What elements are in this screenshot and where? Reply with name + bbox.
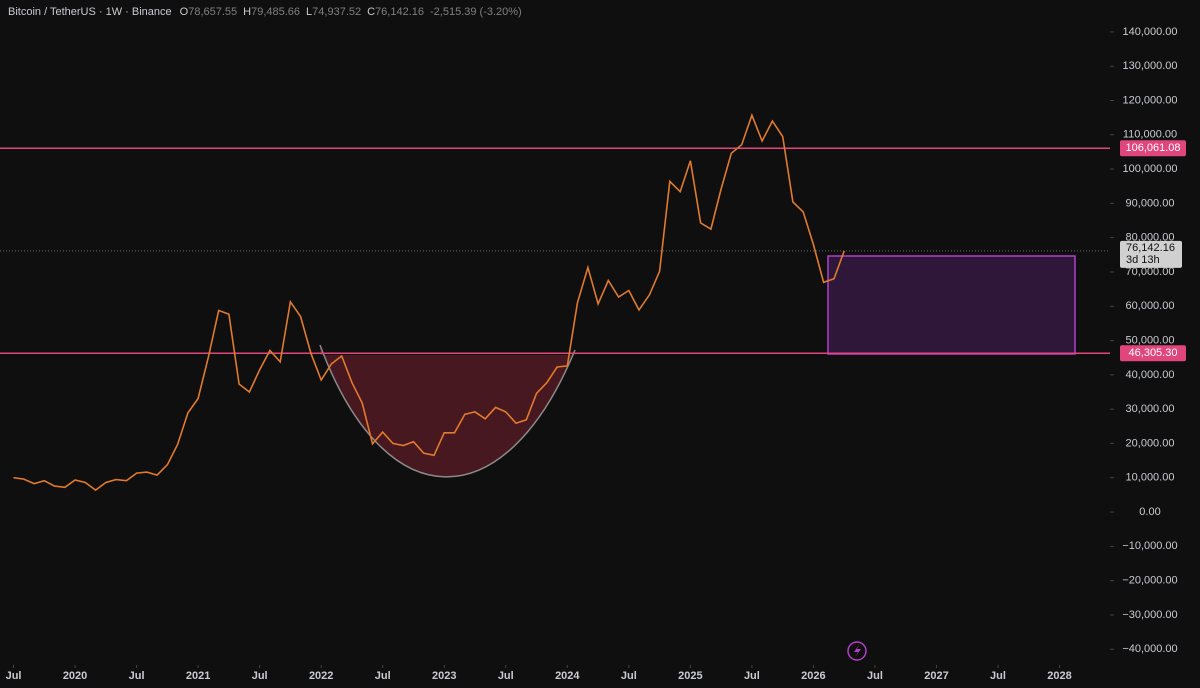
cup-fill [320, 345, 575, 477]
y-tick-label: −40,000.00 [1122, 643, 1177, 655]
ohlc-value: 76,142.16 [375, 6, 424, 18]
ohlc-value: 79,485.66 [251, 6, 300, 18]
alert-bolt [854, 645, 861, 657]
y-tick-label: 80,000.00 [1126, 232, 1175, 244]
ohlc-label: C [367, 6, 375, 18]
y-tick-label: 60,000.00 [1126, 300, 1175, 312]
target-box [827, 255, 1076, 355]
y-tick-label: 0.00 [1139, 506, 1160, 518]
symbol-title: Bitcoin / TetherUS · 1W · Binance [8, 6, 172, 18]
y-tick-label: 90,000.00 [1126, 197, 1175, 209]
countdown-label: 3d 13h [1126, 254, 1160, 266]
x-tick-label: Jul [129, 670, 145, 682]
y-tick-label: 50,000.00 [1126, 334, 1175, 346]
price-line [13, 112, 845, 492]
level-label: 46,305.30 [1129, 347, 1178, 359]
x-tick-label: 2027 [924, 670, 948, 682]
y-tick-label: 30,000.00 [1126, 403, 1175, 415]
level-tag [1120, 345, 1186, 362]
y-tick-label: −20,000.00 [1122, 575, 1177, 587]
y-tick-label: 110,000.00 [1123, 129, 1177, 141]
y-tick-label: 40,000.00 [1126, 369, 1175, 381]
x-tick-label: 2024 [555, 670, 580, 682]
y-tick-label: 140,000.00 [1122, 26, 1177, 38]
header: Bitcoin / TetherUS · 1W · Binance O 78,65… [8, 6, 522, 18]
x-tick-label: 2026 [801, 670, 825, 682]
y-tick-label: 70,000.00 [1126, 266, 1175, 278]
y-tick-label: −30,000.00 [1122, 609, 1177, 621]
y-tick-label: 130,000.00 [1122, 60, 1177, 72]
ohlc-label: H [243, 6, 251, 18]
y-tick-label: 120,000.00 [1122, 94, 1177, 106]
x-tick-label: 2022 [309, 670, 333, 682]
y-tick-label: −10,000.00 [1122, 540, 1177, 552]
x-tick-label: Jul [990, 670, 1006, 682]
x-tick-label: Jul [744, 670, 760, 682]
last-price-tag [1120, 240, 1182, 268]
level-tag [1120, 140, 1186, 157]
ohlc-label: O [180, 6, 189, 18]
ohlc-value: 78,657.55 [188, 6, 237, 18]
x-tick-label: Jul [6, 670, 22, 682]
x-tick-label: Jul [498, 670, 514, 682]
last-price-label: 76,142.16 [1126, 242, 1175, 254]
ohlc-label: L [306, 6, 312, 18]
x-tick-label: 2020 [63, 670, 87, 682]
y-tick-label: 20,000.00 [1126, 437, 1175, 449]
x-tick-label: 2021 [186, 670, 210, 682]
alert-icon[interactable] [847, 641, 867, 661]
x-tick-label: Jul [375, 670, 391, 682]
x-tick-label: Jul [621, 670, 637, 682]
ohlc-value: 74,937.52 [312, 6, 361, 18]
cup-curve [319, 344, 576, 478]
level-label: 106,061.08 [1125, 142, 1180, 154]
x-tick-label: 2028 [1047, 670, 1071, 682]
change: -2,515.39 (-3.20%) [430, 6, 522, 18]
y-tick-label: 10,000.00 [1126, 472, 1175, 484]
plot: 140,000.00 130,000.00 120,000.00 110,000.00… [0, 26, 1186, 682]
x-tick-label: 2023 [432, 670, 456, 682]
x-tick-label: Jul [252, 670, 268, 682]
x-tick-label: 2025 [678, 670, 702, 682]
x-tick-label: Jul [867, 670, 883, 682]
y-tick-label: 100,000.00 [1122, 163, 1177, 175]
